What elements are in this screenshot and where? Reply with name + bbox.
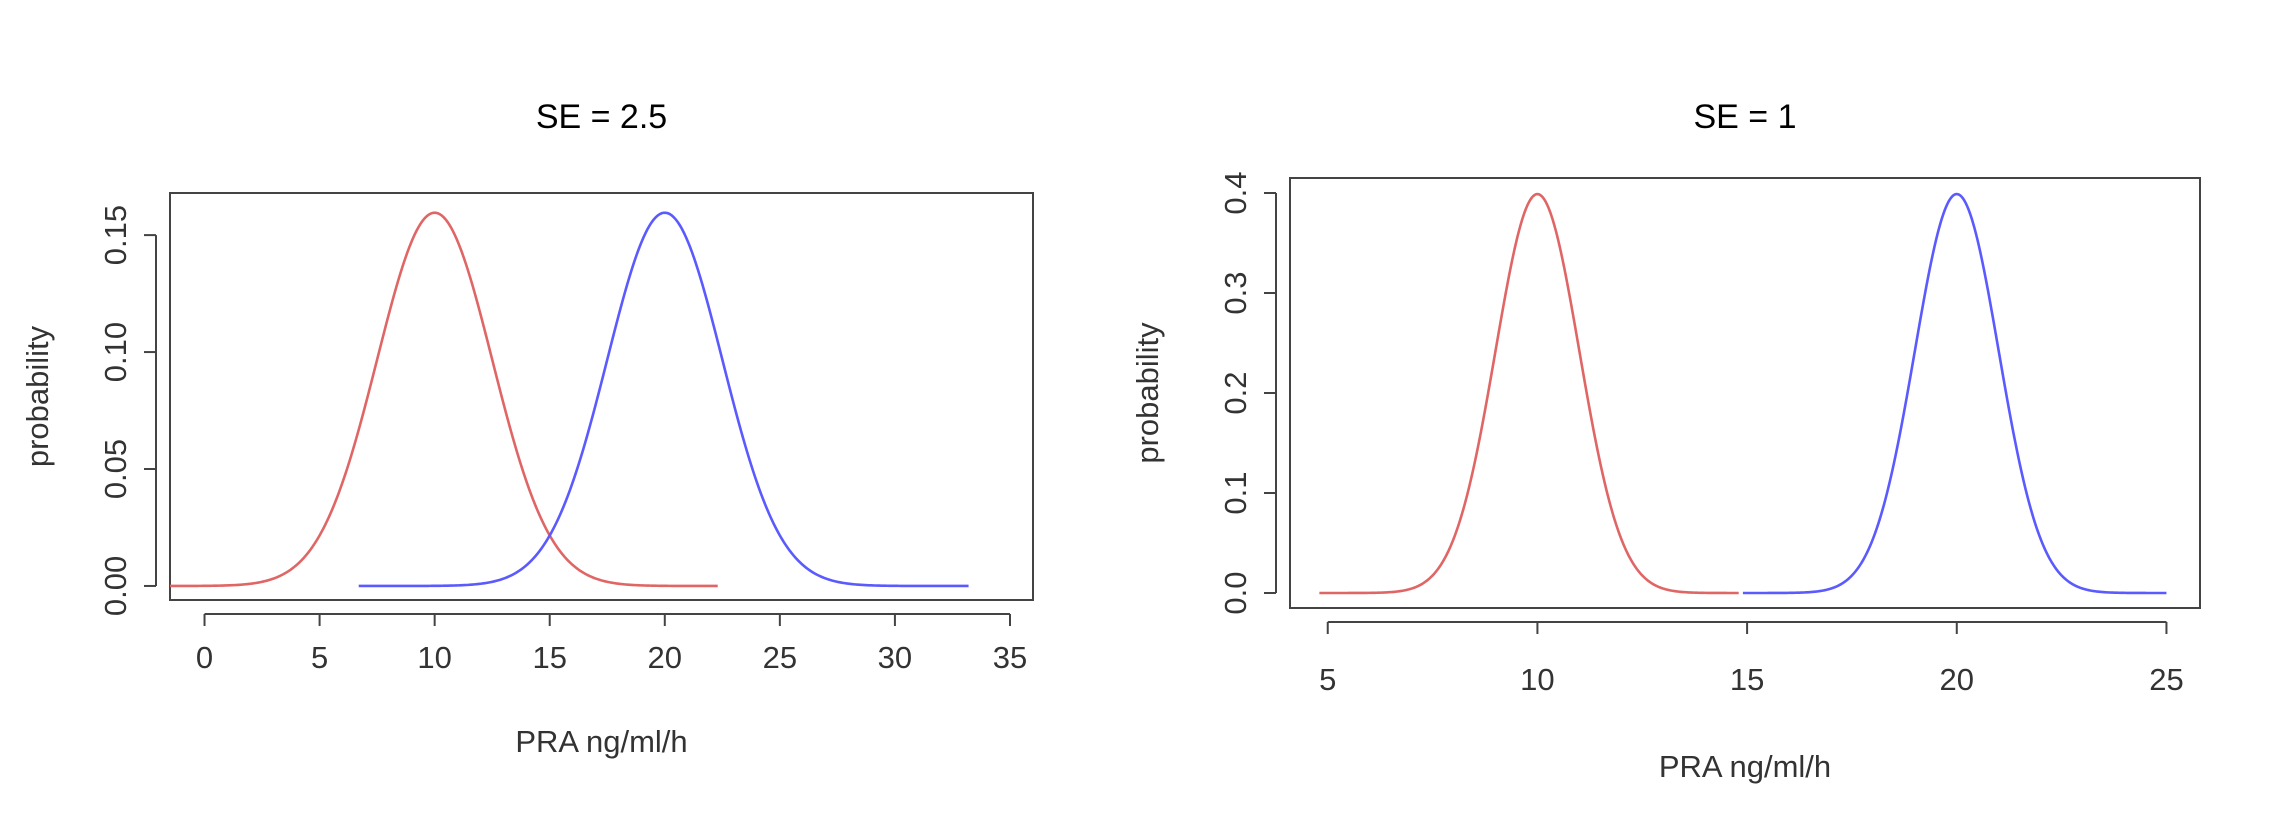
plot-frame — [1289, 177, 2201, 609]
x-tick-label: 25 — [763, 640, 797, 675]
x-tick-label: 20 — [1940, 662, 1974, 697]
plot-frame — [169, 192, 1034, 601]
series-curve-2 — [358, 211, 969, 588]
y-tick-label: 0.4 — [1218, 171, 1253, 214]
x-axis-label: PRA ng/ml/h — [515, 724, 687, 759]
x-tick-label: 25 — [2149, 662, 2183, 697]
x-tick-label: 5 — [1319, 662, 1336, 697]
x-tick-label: 35 — [993, 640, 1027, 675]
y-tick-label: 0.0 — [1218, 571, 1253, 614]
x-axis-label: PRA ng/ml/h — [1659, 749, 1831, 784]
x-tick-label: 10 — [1520, 662, 1554, 697]
series-curve-1 — [1319, 192, 1739, 595]
chart-title: SE = 2.5 — [536, 98, 667, 136]
chart-title: SE = 1 — [1693, 98, 1796, 136]
chart-panel-2: SE = 1 5 10 15 20 25 0.0 0.1 0.2 0.3 0.4 PRA ng/ml/… — [1130, 98, 2201, 784]
y-axis-label: probability — [1130, 322, 1165, 464]
x-tick-label: 30 — [878, 640, 912, 675]
y-tick-label: 0.3 — [1218, 271, 1253, 314]
y-tick-label: 0.00 — [98, 556, 133, 616]
y-tick-label: 0.05 — [98, 439, 133, 499]
y-tick-label: 0.2 — [1218, 371, 1253, 414]
chart-panel-1: SE = 2.5 0 5 10 15 20 25 30 35 0.00 0.05 0.10 0.15 PR… — [20, 98, 1034, 759]
x-tick-label: 10 — [417, 640, 451, 675]
series-curve-1 — [169, 211, 718, 588]
x-tick-label: 0 — [196, 640, 213, 675]
x-tick-label: 15 — [532, 640, 566, 675]
x-tick-label: 15 — [1730, 662, 1764, 697]
x-tick-label: 20 — [648, 640, 682, 675]
x-tick-label: 5 — [311, 640, 328, 675]
y-axis-label: probability — [20, 325, 55, 467]
y-tick-label: 0.1 — [1218, 471, 1253, 514]
y-tick-label: 0.10 — [98, 322, 133, 382]
y-tick-label: 0.15 — [98, 205, 133, 265]
series-curve-2 — [1742, 192, 2167, 595]
